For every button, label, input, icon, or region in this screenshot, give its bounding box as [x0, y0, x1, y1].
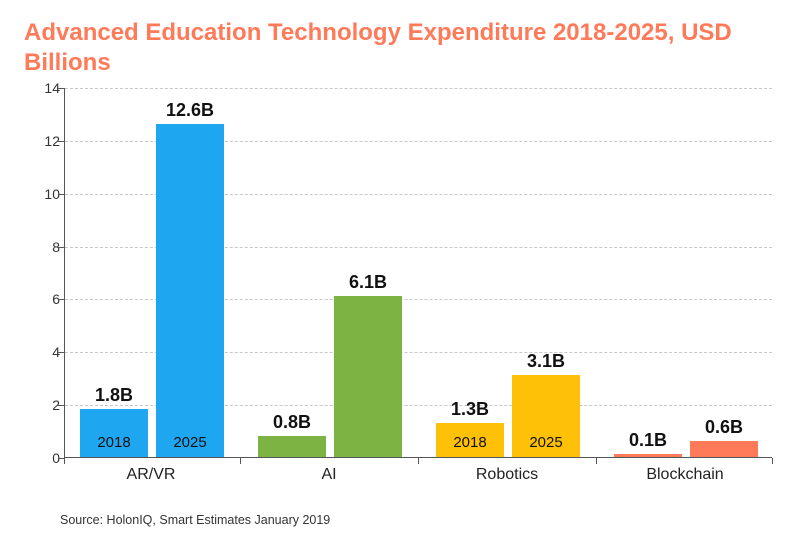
x-category-label: Robotics — [476, 466, 538, 484]
y-tick-mark — [58, 352, 64, 353]
bar — [258, 436, 326, 457]
bar-value-label: 12.6B — [166, 100, 214, 125]
bar-value-label: 1.3B — [451, 399, 489, 424]
x-category-label: AR/VR — [127, 466, 176, 484]
x-tick-mark — [64, 458, 65, 464]
bar-year-label: 2025 — [173, 434, 206, 451]
y-tick-label: 8 — [24, 239, 60, 255]
y-tick-label: 4 — [24, 344, 60, 360]
x-tick-mark — [240, 458, 241, 464]
bar — [156, 124, 224, 457]
bar-value-label: 0.8B — [273, 412, 311, 437]
y-tick-mark — [58, 299, 64, 300]
plot-area: 1.8B 2018 12.6B 2025 0.8B 6.1B 1.3B 2018 3.1B 202… — [64, 88, 772, 458]
y-tick-mark — [58, 405, 64, 406]
bar-year-label: 2018 — [97, 434, 130, 451]
y-tick-label: 6 — [24, 291, 60, 307]
chart-title: Advanced Education Technology Expenditur… — [24, 18, 776, 78]
y-tick-mark — [58, 141, 64, 142]
x-tick-mark — [772, 458, 773, 464]
grid-line — [65, 88, 772, 89]
bar-year-label: 2018 — [453, 434, 486, 451]
y-tick-label: 14 — [24, 80, 60, 96]
y-tick-label: 2 — [24, 397, 60, 413]
x-category-label: AI — [321, 466, 336, 484]
y-tick-label: 0 — [24, 450, 60, 466]
y-tick-mark — [58, 88, 64, 89]
x-category-label: Blockchain — [646, 466, 723, 484]
source-text: Source: HolonIQ, Smart Estimates January… — [60, 513, 330, 527]
y-tick-label: 10 — [24, 186, 60, 202]
y-tick-mark — [58, 247, 64, 248]
chart-container: 1.8B201812.6B20250.8B6.1B1.3B20183.1B202… — [24, 88, 776, 488]
bar-value-label: 6.1B — [349, 272, 387, 297]
bar-year-label: 2025 — [529, 434, 562, 451]
bar — [334, 296, 402, 457]
bar-value-label: 0.6B — [705, 417, 743, 442]
y-tick-mark — [58, 194, 64, 195]
bar-value-label: 0.1B — [629, 430, 667, 455]
bar — [690, 441, 758, 457]
bar-value-label: 3.1B — [527, 351, 565, 376]
y-tick-label: 12 — [24, 133, 60, 149]
x-tick-mark — [596, 458, 597, 464]
bar-value-label: 1.8B — [95, 385, 133, 410]
x-tick-mark — [418, 458, 419, 464]
